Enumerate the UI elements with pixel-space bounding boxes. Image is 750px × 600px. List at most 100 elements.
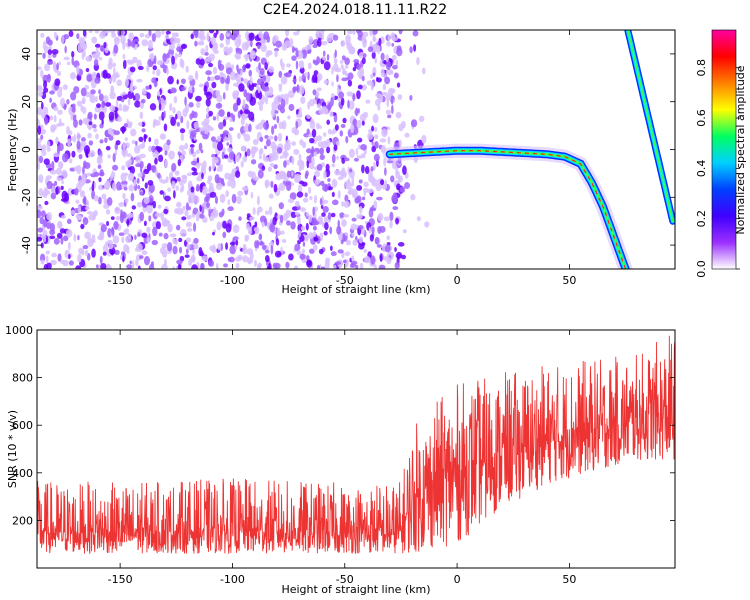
noise-speckle [286,220,291,226]
noise-speckle [206,56,211,63]
noise-speckle [259,68,265,76]
noise-speckle [320,266,326,269]
noise-speckle [50,259,57,266]
noise-speckle [159,133,167,140]
noise-speckle [323,230,328,236]
noise-speckle [296,250,302,256]
noise-speckle [231,64,235,70]
noise-speckle [248,32,255,42]
noise-speckle [322,50,326,57]
noise-speckle [248,69,253,77]
noise-speckle [67,138,71,148]
noise-speckle [325,139,331,147]
noise-speckle [322,199,329,204]
noise-speckle [177,159,182,167]
noise-speckle [77,43,83,53]
noise-speckle [253,176,259,182]
noise-speckle [113,44,119,54]
noise-speckle [346,91,354,97]
noise-speckle [333,144,338,152]
noise-speckle [56,232,63,239]
noise-speckle [245,223,250,230]
noise-speckle [182,206,186,211]
noise-speckle [374,57,377,64]
noise-speckle [45,255,49,265]
noise-speckle [111,32,117,38]
noise-speckle [311,128,317,138]
noise-speckle [379,254,383,262]
noise-speckle [372,113,379,124]
noise-speckle [327,178,331,182]
noise-speckle [307,62,312,70]
noise-speckle [56,177,63,182]
noise-speckle [304,172,309,180]
noise-speckle [331,81,334,87]
noise-speckle [376,244,382,248]
noise-speckle [372,72,376,77]
noise-speckle [80,87,87,97]
noise-speckle [203,117,210,125]
noise-speckle [258,154,262,160]
noise-speckle [78,119,83,126]
noise-speckle [76,132,81,142]
noise-speckle [331,66,334,75]
noise-speckle [316,39,322,47]
noise-speckle [186,120,190,130]
noise-speckle [241,186,249,191]
noise-speckle [342,117,347,124]
snr-frame [36,329,676,569]
noise-speckle [343,157,350,162]
noise-speckle [141,250,148,256]
noise-speckle [37,118,41,127]
noise-speckle [252,180,257,186]
noise-speckle [412,30,419,37]
noise-speckle [175,32,179,38]
noise-speckle [126,59,133,64]
noise-speckle [67,187,74,196]
noise-speckle [286,159,290,166]
x-tick-label: -100 [220,274,245,287]
noise-speckle [322,55,326,61]
noise-speckle [194,72,199,80]
noise-speckle [57,161,64,169]
noise-speckle [390,95,394,105]
noise-speckle [208,165,212,172]
noise-speckle [280,76,288,85]
snr-ticks: -150 -100 -50 0 50 200 400 600 800 1000 [5,324,675,586]
noise-speckle [114,206,121,215]
noise-speckle [185,65,189,73]
noise-speckle [235,47,240,52]
noise-speckle [374,237,380,245]
noise-speckle [326,54,330,61]
noise-speckle [386,41,391,47]
noise-speckle [334,169,341,176]
noise-speckle [164,150,168,156]
noise-speckle [178,237,183,243]
noise-speckle [356,119,362,129]
noise-speckle [387,87,394,96]
noise-speckle [39,253,46,263]
noise-speckle [118,232,125,237]
noise-speckle [84,231,91,240]
noise-speckle [250,40,253,48]
noise-speckle [199,183,203,193]
noise-speckle [245,92,251,102]
noise-speckle [331,163,336,168]
x-tick-label: 0 [454,573,461,586]
noise-speckle [296,84,300,93]
noise-speckle [386,256,392,265]
noise-speckle [172,106,176,114]
noise-speckle [102,251,107,256]
noise-speckle [390,175,395,183]
x-tick-label: -50 [336,274,354,287]
noise-speckle [91,36,98,44]
noise-speckle [170,116,176,127]
noise-speckle [257,263,261,269]
noise-speckle [356,213,363,220]
noise-speckle [327,102,332,111]
noise-speckle [173,189,176,199]
noise-speckle [171,55,176,65]
y-tick-label: -20 [20,188,33,206]
noise-speckle [243,109,251,115]
noise-speckle [60,237,64,245]
